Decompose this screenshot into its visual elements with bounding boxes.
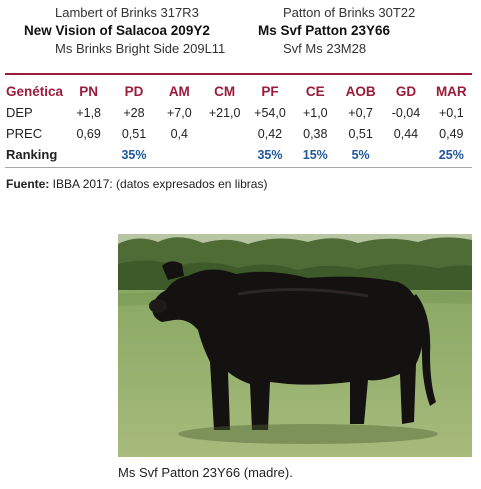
table-cell: 0,4 (157, 123, 202, 144)
table-cell: 15% (293, 144, 338, 165)
table-cell: 5% (338, 144, 383, 165)
table-cell (383, 144, 428, 165)
table-cell: 35% (247, 144, 292, 165)
table-cell: +7,0 (157, 102, 202, 123)
col-header: GD (383, 80, 428, 102)
table-cell (202, 144, 247, 165)
table-cell: +0,1 (429, 102, 474, 123)
table-cell: 0,49 (429, 123, 474, 144)
black-cow-photo-icon (118, 234, 472, 457)
table-cell: 0,38 (293, 123, 338, 144)
table-cell: 0,69 (66, 123, 111, 144)
pedigree-sire: New Vision of Salacoa 209Y2 (24, 23, 210, 38)
table-cell: +0,7 (338, 102, 383, 123)
col-header: CE (293, 80, 338, 102)
table-cell: +28 (111, 102, 156, 123)
pedigree-dam-dam: Svf Ms 23M28 (283, 41, 366, 56)
table-cell: -0,04 (383, 102, 428, 123)
table-header-row: Genética PN PD AM CM PF CE AOB GD MAR (6, 80, 474, 102)
cow-photo (118, 234, 472, 457)
col-header: PD (111, 80, 156, 102)
source-label: Fuente: (6, 177, 49, 191)
pedigree-sire-dam: Ms Brinks Bright Side 209L11 (55, 41, 225, 56)
table-cell (157, 144, 202, 165)
col-header: CM (202, 80, 247, 102)
table-cell: 0,44 (383, 123, 428, 144)
col-header: PN (66, 80, 111, 102)
row-label: Ranking (6, 144, 66, 165)
table-row-prec: PREC 0,69 0,51 0,4 0,42 0,38 0,51 0,44 0… (6, 123, 474, 144)
source-note: Fuente: IBBA 2017: (datos expresados en … (6, 177, 267, 191)
table-cell: +1,8 (66, 102, 111, 123)
table-cell: 0,51 (111, 123, 156, 144)
col-header: AOB (338, 80, 383, 102)
table-cell: +54,0 (247, 102, 292, 123)
row-label: PREC (6, 123, 66, 144)
source-text: IBBA 2017: (datos expresados en libras) (49, 177, 267, 191)
table-cell: 0,51 (338, 123, 383, 144)
row-label: DEP (6, 102, 66, 123)
table-bottom-rule (5, 167, 472, 168)
table-header-label: Genética (6, 80, 66, 102)
table-cell: 25% (429, 144, 474, 165)
table-cell: 0,42 (247, 123, 292, 144)
photo-caption: Ms Svf Patton 23Y66 (madre). (118, 465, 293, 480)
col-header: MAR (429, 80, 474, 102)
pedigree-dam-sire: Patton of Brinks 30T22 (283, 5, 415, 20)
table-top-rule (5, 73, 472, 75)
table-cell: +1,0 (293, 102, 338, 123)
table-row-ranking: Ranking 35% 35% 15% 5% 25% (6, 144, 474, 165)
pedigree-dam: Ms Svf Patton 23Y66 (258, 23, 390, 38)
table-cell (202, 123, 247, 144)
table-row-dep: DEP +1,8 +28 +7,0 +21,0 +54,0 +1,0 +0,7 … (6, 102, 474, 123)
genetics-table: Genética PN PD AM CM PF CE AOB GD MAR DE… (6, 80, 474, 165)
table-cell: +21,0 (202, 102, 247, 123)
pedigree-sire-sire: Lambert of Brinks 317R3 (55, 5, 199, 20)
table-cell (66, 144, 111, 165)
table-cell: 35% (111, 144, 156, 165)
col-header: AM (157, 80, 202, 102)
col-header: PF (247, 80, 292, 102)
